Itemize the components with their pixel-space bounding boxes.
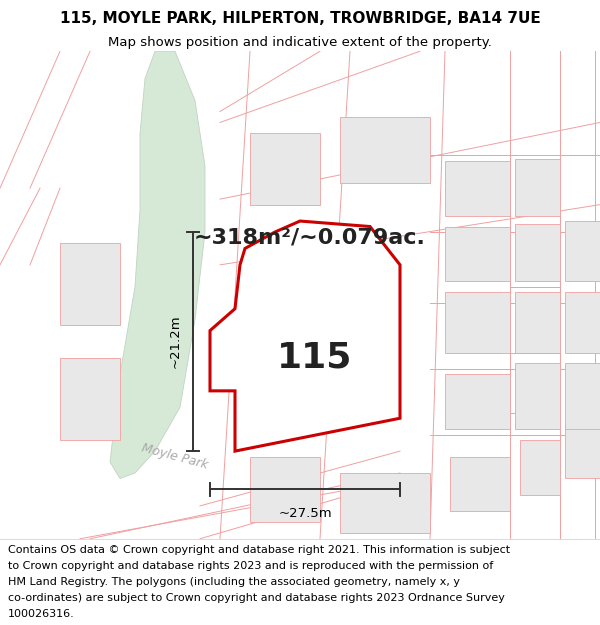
Text: Map shows position and indicative extent of the property.: Map shows position and indicative extent… bbox=[108, 36, 492, 49]
Text: 115, MOYLE PARK, HILPERTON, TROWBRIDGE, BA14 7UE: 115, MOYLE PARK, HILPERTON, TROWBRIDGE, … bbox=[59, 11, 541, 26]
Polygon shape bbox=[565, 424, 600, 479]
Polygon shape bbox=[515, 159, 560, 216]
Text: ~27.5m: ~27.5m bbox=[278, 507, 332, 520]
Polygon shape bbox=[250, 457, 320, 522]
Polygon shape bbox=[565, 221, 600, 281]
Polygon shape bbox=[60, 358, 120, 440]
Polygon shape bbox=[520, 440, 560, 495]
Polygon shape bbox=[445, 292, 510, 352]
Polygon shape bbox=[60, 243, 120, 325]
Polygon shape bbox=[450, 457, 510, 511]
Text: co-ordinates) are subject to Crown copyright and database rights 2023 Ordnance S: co-ordinates) are subject to Crown copyr… bbox=[8, 592, 505, 602]
Polygon shape bbox=[515, 224, 560, 281]
Text: ~318m²/~0.079ac.: ~318m²/~0.079ac. bbox=[194, 228, 426, 248]
Text: 115: 115 bbox=[277, 341, 353, 375]
Polygon shape bbox=[565, 292, 600, 352]
Polygon shape bbox=[565, 364, 600, 429]
Polygon shape bbox=[445, 374, 510, 429]
Polygon shape bbox=[210, 221, 400, 451]
Text: Contains OS data © Crown copyright and database right 2021. This information is : Contains OS data © Crown copyright and d… bbox=[8, 545, 510, 555]
Polygon shape bbox=[445, 226, 510, 281]
Polygon shape bbox=[515, 292, 560, 352]
Polygon shape bbox=[340, 117, 430, 182]
Polygon shape bbox=[340, 473, 430, 533]
Text: ~21.2m: ~21.2m bbox=[169, 315, 182, 368]
Text: HM Land Registry. The polygons (including the associated geometry, namely x, y: HM Land Registry. The polygons (includin… bbox=[8, 577, 460, 587]
Polygon shape bbox=[515, 364, 560, 429]
Polygon shape bbox=[445, 161, 510, 216]
Polygon shape bbox=[110, 51, 205, 479]
Text: Moyle Park: Moyle Park bbox=[140, 441, 210, 472]
Polygon shape bbox=[250, 133, 320, 204]
Text: 100026316.: 100026316. bbox=[8, 609, 74, 619]
Text: to Crown copyright and database rights 2023 and is reproduced with the permissio: to Crown copyright and database rights 2… bbox=[8, 561, 493, 571]
